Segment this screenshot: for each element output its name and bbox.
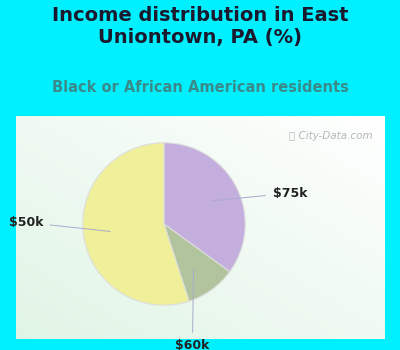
- Text: $75k: $75k: [213, 187, 307, 201]
- Text: Black or African American residents: Black or African American residents: [52, 80, 348, 95]
- Text: $50k: $50k: [9, 216, 110, 231]
- Text: Income distribution in East
Uniontown, PA (%): Income distribution in East Uniontown, P…: [52, 6, 348, 47]
- Wedge shape: [164, 224, 230, 301]
- Wedge shape: [164, 143, 245, 272]
- Wedge shape: [83, 143, 189, 305]
- Text: ⓘ City-Data.com: ⓘ City-Data.com: [289, 131, 373, 141]
- Text: $60k: $60k: [175, 269, 210, 350]
